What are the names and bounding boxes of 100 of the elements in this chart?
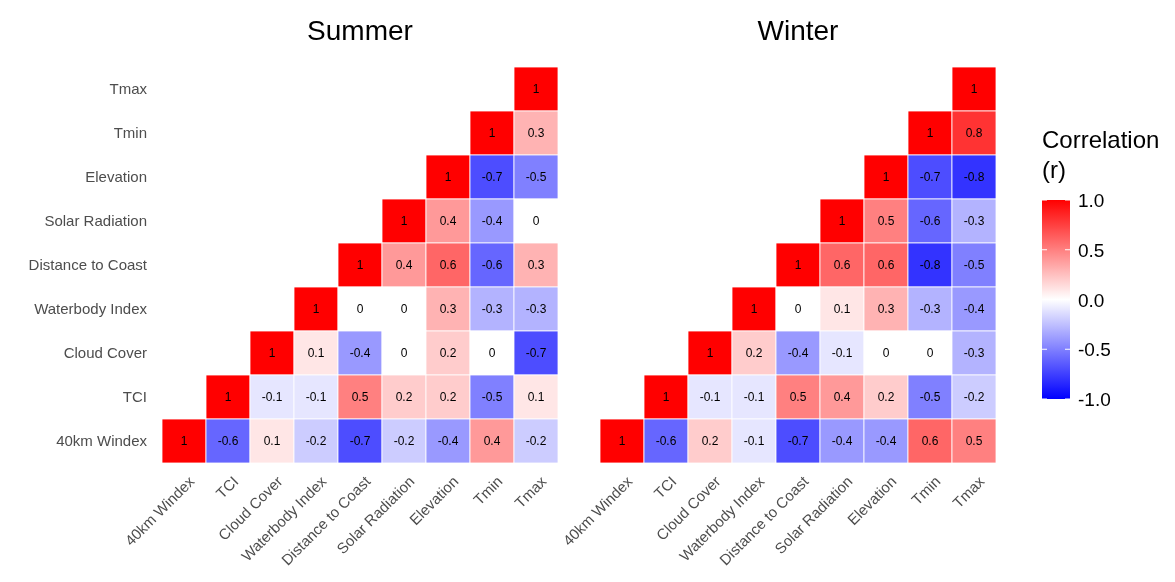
y-tick-label: Cloud Cover	[63, 344, 147, 361]
data-label: -0.4	[963, 302, 985, 316]
data-label: -0.5	[963, 258, 985, 272]
data-label: 0.5	[789, 390, 807, 404]
data-label: 0.6	[439, 258, 457, 272]
data-label: 1	[970, 82, 978, 96]
data-label: 0.4	[483, 434, 501, 448]
data-label: 0	[356, 302, 364, 316]
data-label: 0.1	[307, 346, 325, 360]
data-label: -0.8	[919, 258, 941, 272]
data-label: -0.4	[349, 346, 371, 360]
data-label: 0	[882, 346, 890, 360]
data-label: 1	[532, 82, 540, 96]
data-label: -0.5	[919, 390, 941, 404]
data-label: 1	[838, 214, 846, 228]
data-label: 0.2	[701, 434, 719, 448]
data-label: -0.1	[699, 390, 721, 404]
data-label: 1	[488, 126, 496, 140]
data-label: -0.3	[963, 346, 985, 360]
data-label: 0	[488, 346, 496, 360]
data-label: 0	[794, 302, 802, 316]
data-label: 0.3	[877, 302, 895, 316]
y-tick-label: Waterbody Index	[34, 300, 148, 317]
data-label: 0	[532, 214, 540, 228]
data-label: 0.6	[877, 258, 895, 272]
y-tick-label: Distance to Coast	[28, 256, 148, 273]
color-bar-label: 1.0	[1078, 190, 1105, 211]
y-tick-label: Elevation	[85, 168, 147, 185]
color-bar-label: 0.0	[1078, 289, 1105, 311]
data-label: -0.6	[217, 434, 239, 448]
data-label: -0.5	[525, 170, 547, 184]
data-label: 0	[926, 346, 934, 360]
data-label: -0.2	[963, 390, 985, 404]
data-label: 1	[180, 434, 188, 448]
data-label: 0.2	[877, 390, 895, 404]
data-label: 1	[750, 302, 758, 316]
data-label: 1	[662, 390, 670, 404]
data-label: 1	[882, 170, 890, 184]
data-label: -0.5	[481, 390, 503, 404]
data-label: 0.2	[745, 346, 763, 360]
x-tick-label: TCI	[212, 472, 242, 502]
data-label: 0	[400, 346, 408, 360]
data-label: -0.3	[919, 302, 941, 316]
data-label: 1	[444, 170, 452, 184]
data-label: 0	[400, 302, 408, 316]
y-tick-label: 40km Windex	[56, 432, 148, 449]
data-label: 1	[618, 434, 626, 448]
data-label: -0.1	[305, 390, 327, 404]
data-label: -0.1	[743, 434, 765, 448]
data-label: -0.1	[743, 390, 765, 404]
y-tick-label: Tmax	[109, 80, 148, 97]
data-label: -0.2	[305, 434, 327, 448]
data-label: -0.4	[437, 434, 459, 448]
data-label: 0.2	[439, 390, 457, 404]
data-label: 1	[312, 302, 320, 316]
data-label: -0.8	[963, 170, 985, 184]
chart-title: Winter	[757, 15, 839, 46]
data-label: -0.7	[525, 346, 547, 360]
data-label: 0.1	[263, 434, 281, 448]
data-label: -0.4	[831, 434, 853, 448]
data-label: 0.2	[395, 390, 413, 404]
data-label: 0.3	[527, 126, 545, 140]
data-label: -0.1	[831, 346, 853, 360]
data-label: 0.8	[965, 126, 983, 140]
y-tick-label: Solar Radiation	[44, 212, 147, 229]
data-label: -0.6	[919, 214, 941, 228]
data-label: -0.4	[481, 214, 503, 228]
data-label: 0.2	[439, 346, 457, 360]
data-label: -0.3	[963, 214, 985, 228]
data-label: -0.6	[481, 258, 503, 272]
chart-title: Summer	[307, 15, 413, 46]
data-label: -0.7	[787, 434, 809, 448]
data-label: 1	[224, 390, 232, 404]
data-label: -0.4	[787, 346, 809, 360]
data-label: 0.4	[395, 258, 413, 272]
data-label: 1	[794, 258, 802, 272]
data-label: -0.2	[393, 434, 415, 448]
data-label: -0.4	[875, 434, 897, 448]
color-bar-label: -1.0	[1078, 389, 1111, 410]
data-label: 0.1	[833, 302, 851, 316]
color-bar-title: Correlation (r)	[1042, 126, 1160, 183]
data-label: 0.3	[439, 302, 457, 316]
data-label: -0.7	[919, 170, 941, 184]
data-label: 0.6	[921, 434, 939, 448]
data-label: 0.6	[833, 258, 851, 272]
data-label: 1	[706, 346, 714, 360]
data-label: -0.6	[655, 434, 677, 448]
data-label: 1	[268, 346, 276, 360]
y-tick-label: Tmin	[113, 124, 147, 141]
data-label: 1	[356, 258, 364, 272]
data-label: -0.1	[261, 390, 283, 404]
data-label: 0.5	[965, 434, 983, 448]
data-label: -0.2	[525, 434, 547, 448]
data-label: -0.7	[349, 434, 371, 448]
x-tick-label: TCI	[650, 472, 680, 502]
y-tick-label: TCI	[122, 388, 147, 405]
data-label: -0.3	[525, 302, 547, 316]
data-label: 0.4	[439, 214, 457, 228]
x-tick-label: Tmin	[469, 472, 506, 509]
color-bar-label: -0.5	[1078, 339, 1111, 361]
